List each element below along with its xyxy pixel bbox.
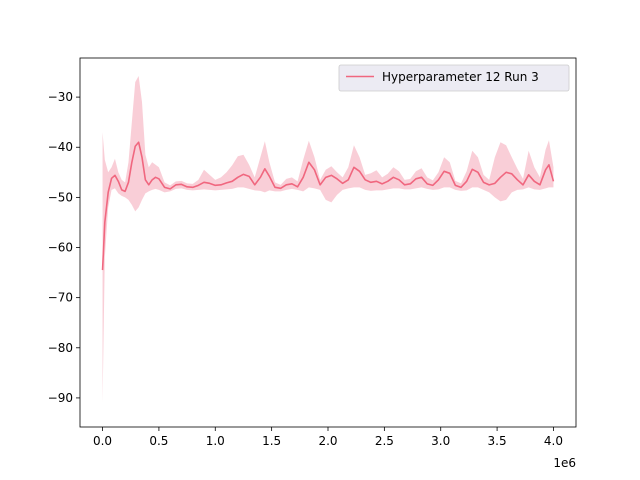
x-tick-label: 3.0 xyxy=(431,434,450,448)
legend-box xyxy=(338,64,570,92)
y-tick-label: −30 xyxy=(48,90,73,104)
y-tick-label: −70 xyxy=(48,291,73,305)
x-tick-label: 2.0 xyxy=(318,434,337,448)
x-tick-label: 3.5 xyxy=(488,434,507,448)
plot-background xyxy=(80,58,576,427)
x-axis: 0.0 0.5 1.0 1.5 2.0 2.5 3.0 3.5 4.0 xyxy=(93,427,563,448)
x-tick-label: 1.0 xyxy=(206,434,225,448)
x-tick-label: 0.0 xyxy=(93,434,112,448)
x-offset-label: 1e6 xyxy=(553,456,576,470)
y-tick-label: −60 xyxy=(48,241,73,255)
x-tick-label: 1.5 xyxy=(262,434,281,448)
x-tick-label: 0.5 xyxy=(149,434,168,448)
y-tick-label: −90 xyxy=(48,391,73,405)
legend-label: Hyperparameter 12 Run 3 xyxy=(382,70,539,84)
y-tick-label: −80 xyxy=(48,341,73,355)
x-tick-label: 4.0 xyxy=(544,434,563,448)
plot-frame xyxy=(79,57,577,428)
x-tick-label: 2.5 xyxy=(375,434,394,448)
y-tick-label: −50 xyxy=(48,190,73,204)
y-axis: −90 −80 −70 −60 −50 −40 −30 xyxy=(48,90,80,405)
series-layer xyxy=(101,76,555,403)
y-tick-label: −40 xyxy=(48,140,73,154)
series-0-line xyxy=(101,141,555,271)
legend: Hyperparameter 12 Run 3 xyxy=(338,64,570,92)
